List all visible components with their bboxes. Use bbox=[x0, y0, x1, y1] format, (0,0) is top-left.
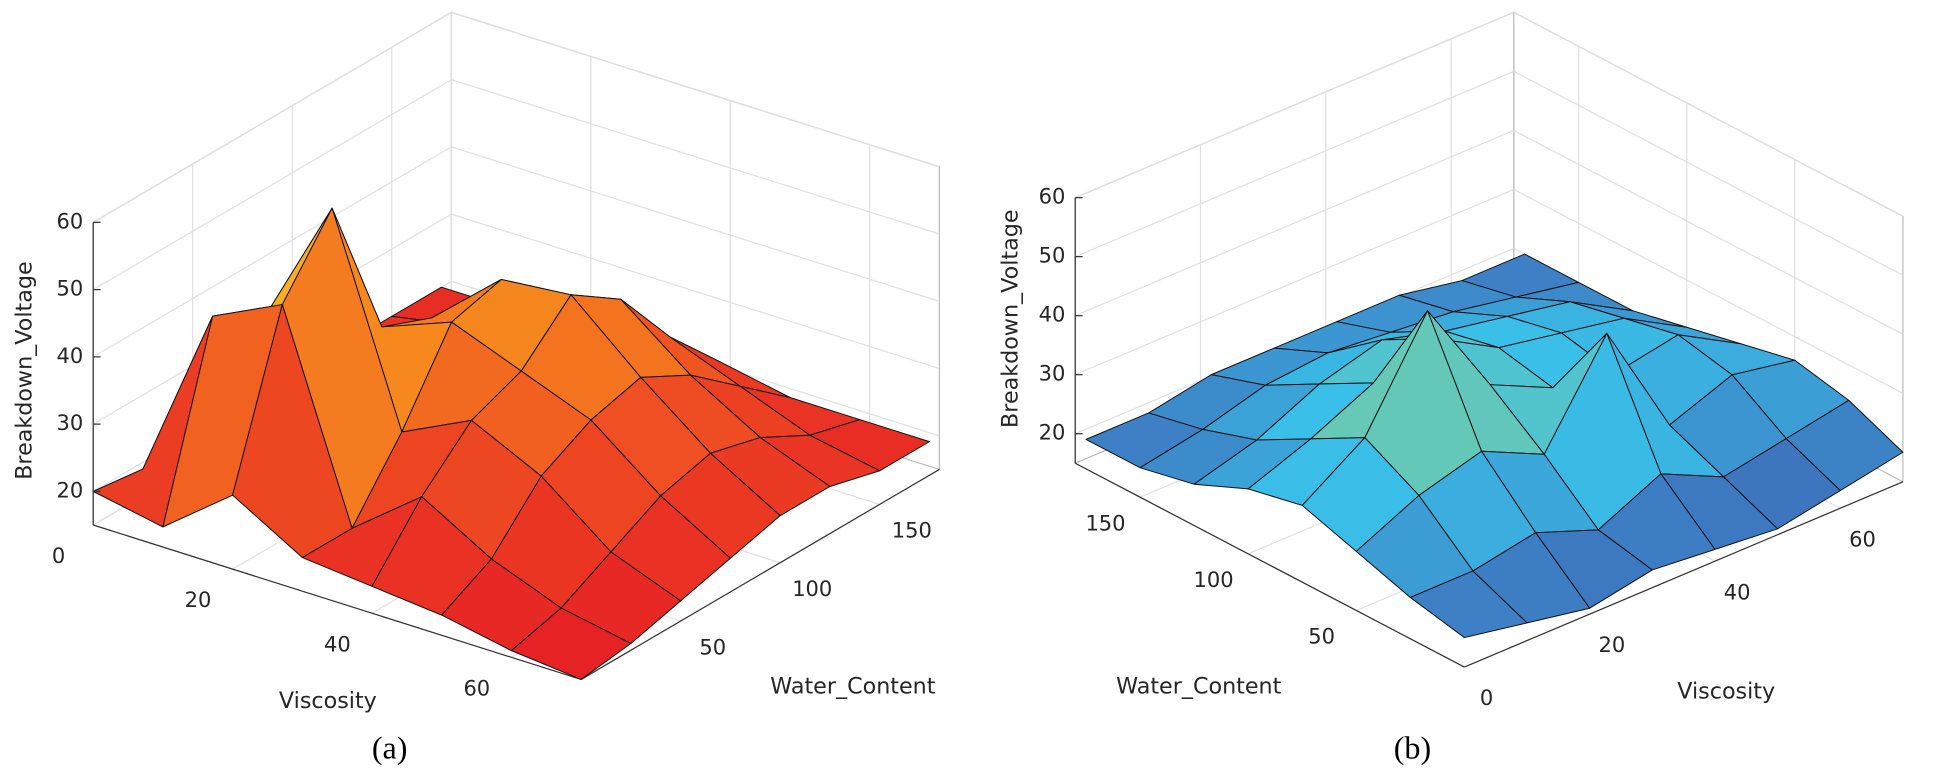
y-axis-label: Water_Content bbox=[770, 673, 935, 699]
grid-line bbox=[1074, 129, 1515, 317]
axis-line bbox=[580, 468, 940, 680]
x-axis-label: Viscosity bbox=[279, 688, 377, 714]
x-tick-label: 20 bbox=[185, 588, 212, 612]
x-tick-label: 60 bbox=[463, 676, 490, 700]
x-axis-label: Viscosity bbox=[1677, 678, 1775, 704]
z-tick-label: 30 bbox=[57, 411, 84, 435]
axis-line bbox=[1464, 481, 1904, 668]
grid-line bbox=[1074, 188, 1515, 376]
z-tick-label: 30 bbox=[1039, 362, 1066, 386]
z-tick-label: 20 bbox=[57, 478, 84, 502]
z-tick-label: 60 bbox=[1039, 185, 1066, 209]
y-tick-label: 100 bbox=[1194, 568, 1234, 592]
y-tick-label: 150 bbox=[892, 519, 932, 543]
grid-line bbox=[451, 79, 940, 235]
grid-line bbox=[451, 146, 940, 302]
grid-line bbox=[1074, 70, 1515, 258]
z-axis-label: Breakdown_Voltage bbox=[998, 209, 1024, 427]
surface-plot: 20 30 40 50 60 0 20 40 60 50 100 150 Viscosity Water_… bbox=[998, 11, 1904, 765]
axis-line bbox=[92, 524, 582, 681]
grid-line bbox=[451, 213, 940, 370]
z-axis-label: Breakdown_Voltage bbox=[12, 261, 38, 479]
y-tick-label: 50 bbox=[699, 635, 726, 659]
z-tick-label: 40 bbox=[1039, 303, 1066, 327]
x-tick-label: 0 bbox=[52, 544, 65, 568]
x-tick-label: 20 bbox=[1599, 633, 1626, 657]
surface-plot: 20 30 40 50 60 0 20 40 60 50 100 150 Viscosity Water_… bbox=[12, 11, 940, 765]
x-tick-label: 60 bbox=[1849, 527, 1876, 551]
grid-line bbox=[1074, 11, 1515, 199]
z-tick-label: 50 bbox=[57, 277, 84, 301]
y-axis-label: Water_Content bbox=[1116, 673, 1281, 699]
surface-face bbox=[510, 607, 632, 680]
caption: (b) bbox=[1394, 729, 1431, 765]
x-tick-label: 0 bbox=[1480, 686, 1493, 710]
x-tick-label: 40 bbox=[1724, 580, 1751, 604]
y-tick-label: 100 bbox=[792, 577, 832, 601]
y-tick-label: 150 bbox=[1085, 511, 1125, 535]
z-tick-label: 20 bbox=[1039, 421, 1066, 445]
surface-face bbox=[1409, 570, 1528, 639]
axis-line bbox=[1074, 462, 1465, 668]
z-tick-label: 60 bbox=[57, 209, 84, 233]
z-tick-label: 40 bbox=[57, 344, 84, 368]
y-tick-label: 50 bbox=[1308, 625, 1335, 649]
x-tick-label: 40 bbox=[324, 632, 351, 656]
z-tick-label: 50 bbox=[1039, 244, 1066, 268]
caption: (a) bbox=[372, 729, 408, 765]
grid-line bbox=[451, 11, 940, 168]
